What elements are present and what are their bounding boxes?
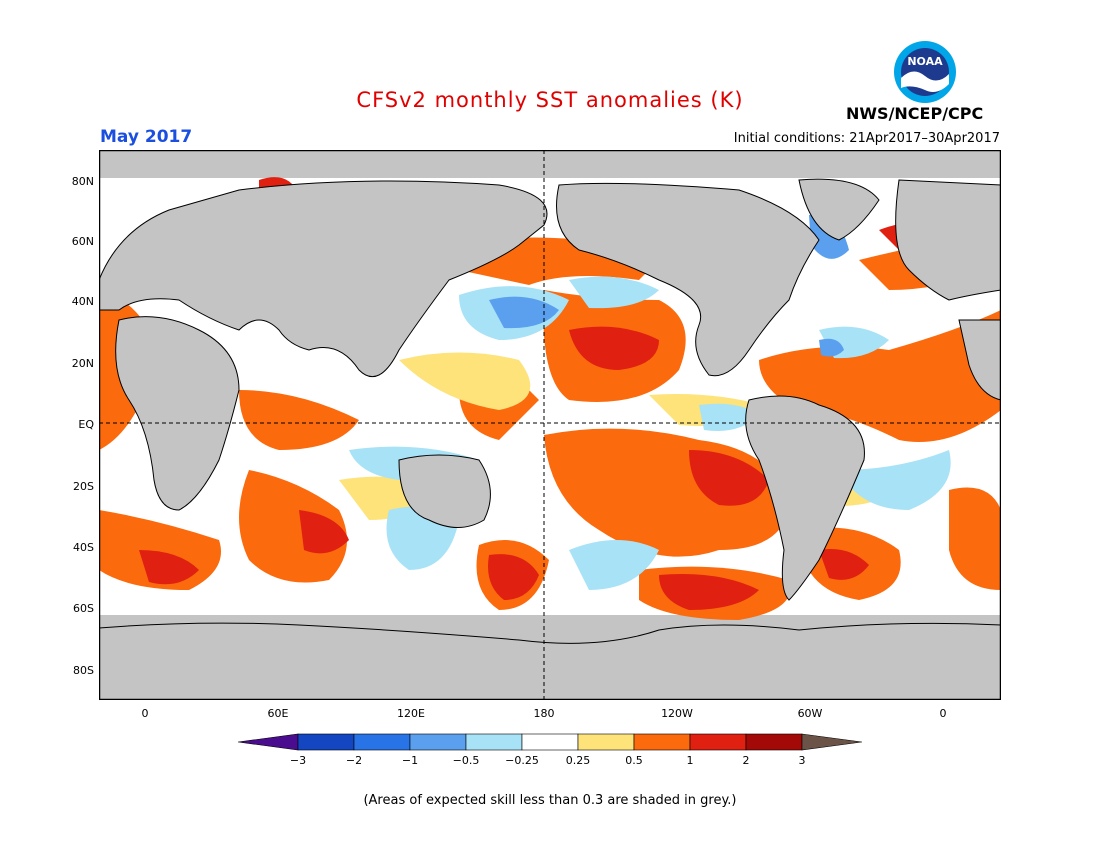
lat-label-20n: 20N — [71, 357, 94, 370]
colorbar-segment — [577, 733, 635, 751]
colorbar-segment — [521, 733, 579, 751]
colorbar-segment — [297, 733, 355, 751]
arctic-land — [99, 150, 1001, 178]
colorbar-label: 0.25 — [565, 754, 591, 767]
lon-label-180: 180 — [533, 707, 555, 720]
lon-label-0: 0 — [141, 707, 149, 720]
colorbar — [238, 733, 862, 751]
lat-label-80n: 80N — [71, 175, 94, 188]
europe-land — [895, 179, 1001, 301]
colorbar-arrow-high — [801, 733, 862, 751]
lat-label-60n: 60N — [71, 235, 94, 248]
page-title: CFSv2 monthly SST anomalies (K) — [356, 88, 744, 112]
africa-land — [115, 316, 240, 511]
colorbar-label: −2 — [345, 754, 363, 767]
lat-label-80s: 80S — [73, 664, 94, 677]
lat-label-60s: 60S — [73, 602, 94, 615]
north-america-land — [556, 182, 820, 377]
eurasia-land — [99, 180, 548, 378]
lon-label-0-east: 0 — [939, 707, 947, 720]
forecast-month: May 2017 — [100, 127, 193, 147]
colorbar-label: −3 — [289, 754, 307, 767]
colorbar-label: −1 — [401, 754, 419, 767]
continents — [99, 178, 1001, 700]
noaa-logo: NOAA — [894, 41, 956, 103]
colorbar-label: −0.25 — [505, 754, 539, 767]
colorbar-segment — [409, 733, 467, 751]
lon-label-60e: 60E — [267, 707, 289, 720]
colorbar-segment — [689, 733, 747, 751]
colorbar-label: 2 — [742, 754, 750, 767]
greenland-land — [798, 178, 880, 241]
colorbar-label: −0.5 — [452, 754, 480, 767]
colorbar-segment — [745, 733, 803, 751]
lat-label-eq: EQ — [78, 418, 94, 431]
lon-label-120e: 120E — [397, 707, 425, 720]
sst-anomaly-map — [99, 150, 1001, 700]
map-frame — [99, 150, 1001, 700]
colorbar-arrow-low — [238, 733, 299, 751]
colorbar-label: 1 — [686, 754, 694, 767]
south-america-land — [745, 395, 865, 601]
colorbar-segment — [353, 733, 411, 751]
lat-label-40s: 40S — [73, 541, 94, 554]
noaa-logo-text: NOAA — [907, 55, 943, 68]
colorbar-segment — [633, 733, 691, 751]
skill-footnote: (Areas of expected skill less than 0.3 a… — [363, 793, 737, 808]
lat-label-40n: 40N — [71, 295, 94, 308]
colorbar-label: 3 — [798, 754, 806, 767]
agency-label: NWS/NCEP/CPC — [846, 104, 984, 123]
lat-label-20s: 20S — [73, 480, 94, 493]
colorbar-segment — [465, 733, 523, 751]
colorbar-label: 0.5 — [625, 754, 643, 767]
initial-conditions: Initial conditions: 21Apr2017–30Apr2017 — [733, 131, 1000, 146]
lon-label-60w: 60W — [797, 707, 823, 720]
australia-land — [398, 454, 491, 528]
antarctica-outline — [99, 622, 1001, 700]
lon-label-120w: 120W — [661, 707, 693, 720]
